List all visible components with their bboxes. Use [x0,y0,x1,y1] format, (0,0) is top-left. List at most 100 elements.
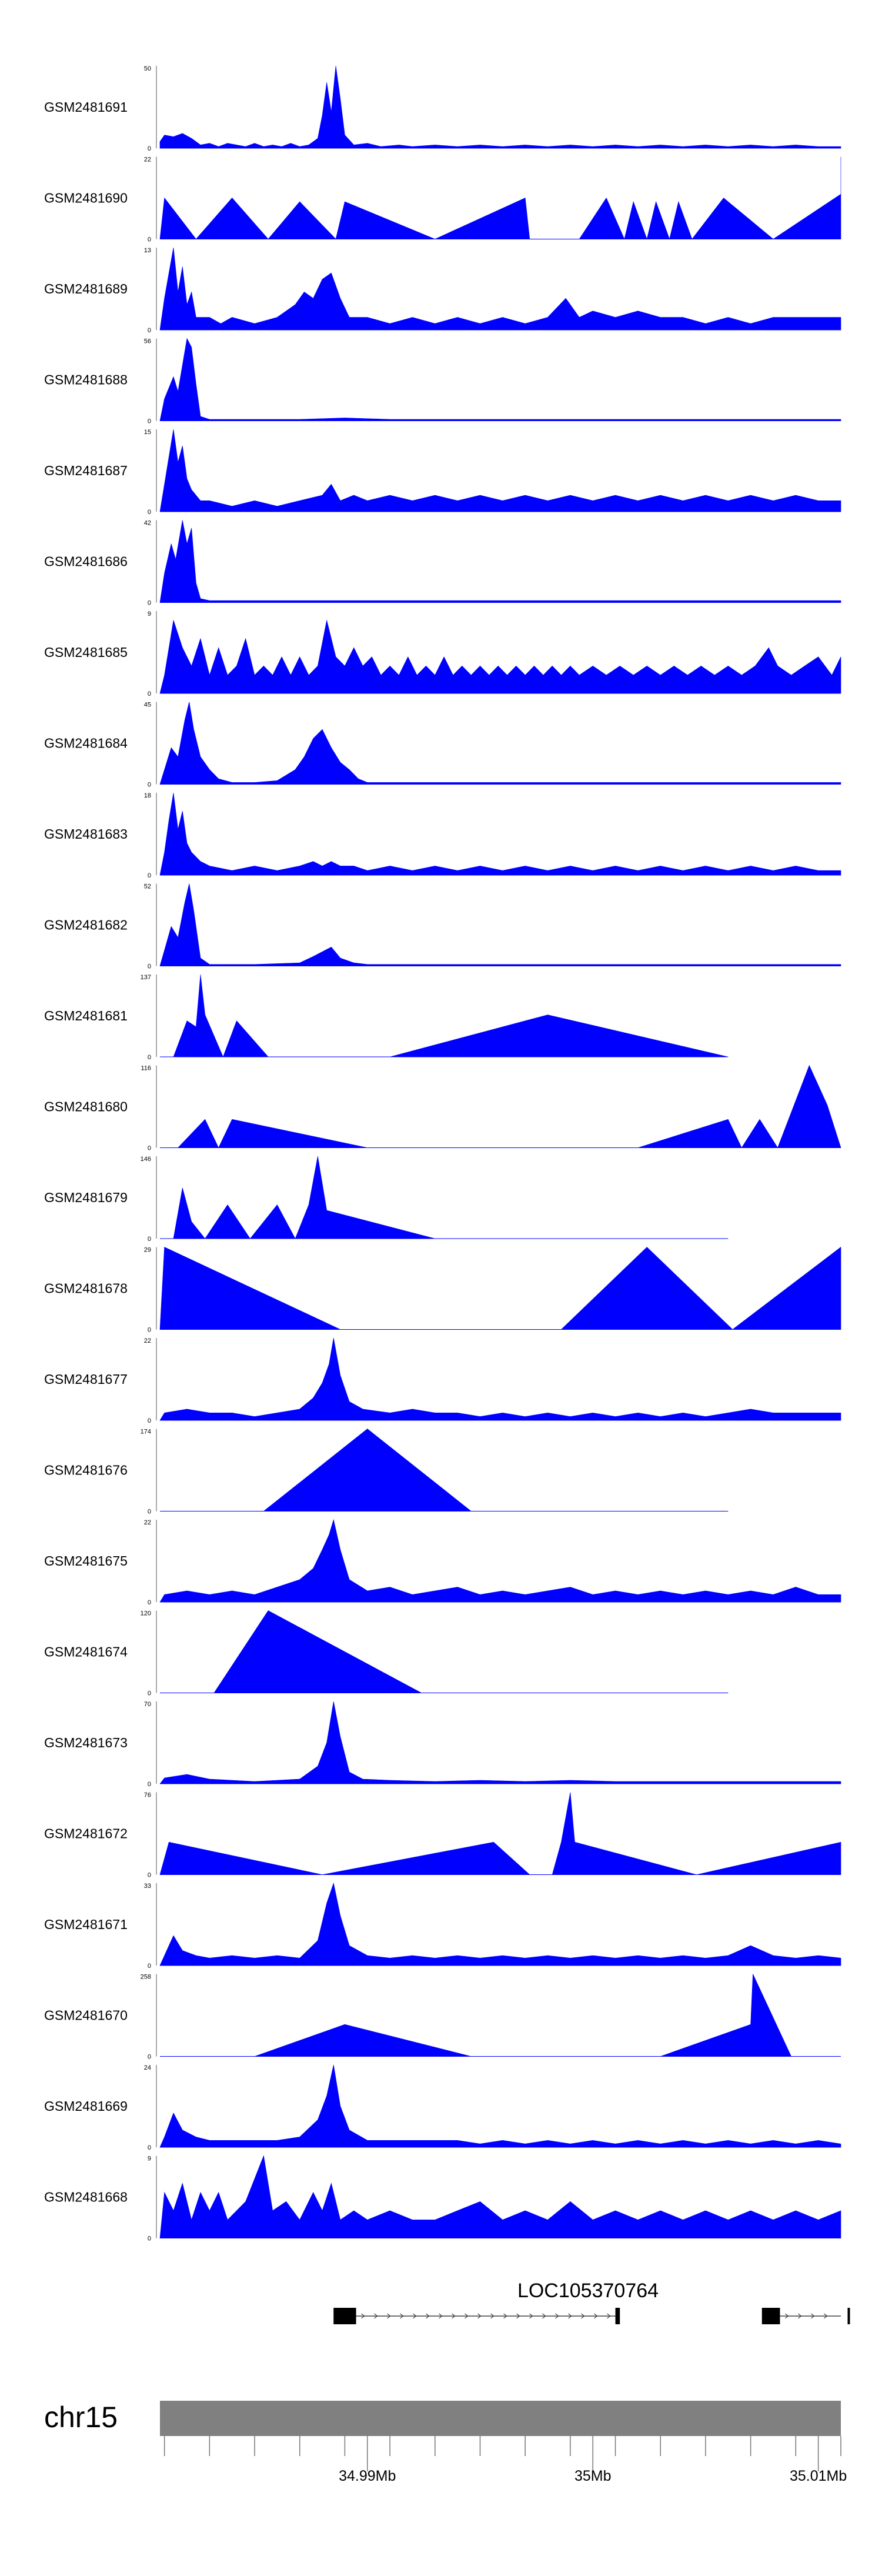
ideogram-tick-label: 35Mb [574,2468,612,2484]
gene-strand-arrow [477,2313,482,2319]
gene-strand-arrow [785,2313,789,2319]
track-signal-area [159,1882,841,1966]
track-GSM2481676: 174 0 GSM2481676 [44,1429,729,1516]
track-GSM2481673: 70 0 GSM2481673 [44,1701,841,1788]
track-signal-area [159,1337,841,1421]
track-signal-area [159,792,841,876]
track-ymax-label: 56 [144,338,151,345]
track-GSM2481680: 116 0 GSM2481680 [44,1065,841,1152]
track-signal-area [159,1792,841,1875]
track-ymin-label: 0 [148,2054,151,2061]
gene-strand-arrow [824,2313,828,2319]
track-sample-label: GSM2481670 [44,2008,128,2023]
track-GSM2481669: 24 0 GSM2481669 [44,2064,841,2151]
track-ymin-label: 0 [148,963,151,970]
track-ymin-label: 0 [148,600,151,607]
track-ymin-label: 0 [148,1781,151,1788]
track-sample-label: GSM2481680 [44,1099,128,1115]
track-ymin-label: 0 [148,2144,151,2151]
track-signal-area [159,520,841,603]
gene-strand-arrow [555,2313,559,2319]
track-ymax-label: 29 [144,1247,151,1254]
chromosome-label: chr15 [44,2401,118,2434]
track-ymin-label: 0 [148,145,151,152]
track-GSM2481683: 18 0 GSM2481683 [44,792,841,879]
track-signal-area [160,1610,729,1693]
track-ymax-label: 70 [144,1701,151,1708]
chromosome-ideogram: chr15 34.99Mb 35Mb 35.01Mb [44,2401,847,2484]
gene-strand-arrow [811,2313,815,2319]
track-ymax-label: 22 [144,1519,151,1526]
track-sample-label: GSM2481673 [44,1735,128,1750]
track-ymin-label: 0 [148,509,151,516]
track-ymin-label: 0 [148,1872,151,1879]
gene-strand-arrow [426,2313,430,2319]
track-sample-label: GSM2481672 [44,1826,128,1841]
track-GSM2481684: 45 0 GSM2481684 [44,702,841,789]
track-ymax-label: 13 [144,247,151,254]
track-signal-area [159,1519,841,1603]
gene-strand-arrow [529,2313,533,2319]
track-ymax-label: 9 [148,2155,151,2163]
track-signal-area [159,65,841,149]
track-ymax-label: 22 [144,1337,151,1344]
track-sample-label: GSM2481681 [44,1008,128,1023]
track-ymax-label: 52 [144,883,151,890]
track-sample-label: GSM2481683 [44,826,128,842]
track-GSM2481690: 22 0 GSM2481690 [44,156,841,243]
gene-strand-arrow [374,2313,378,2319]
track-ymin-label: 0 [148,1599,151,1606]
track-signal-area [159,1246,841,1330]
gene-strand-arrow [439,2313,443,2319]
track-ymin-label: 0 [148,327,151,334]
track-sample-label: GSM2481669 [44,2098,128,2114]
gene-strand-arrow [361,2313,365,2319]
track-GSM2481686: 42 0 GSM2481686 [44,520,841,607]
gene-exon [333,2308,356,2324]
track-signal-area [159,2155,841,2238]
track-sample-label: GSM2481679 [44,1190,128,1205]
track-ymax-label: 15 [144,429,151,436]
track-GSM2481671: 33 0 GSM2481671 [44,1882,841,1970]
track-GSM2481674: 120 0 GSM2481674 [44,1610,729,1697]
track-ymax-label: 258 [141,1974,151,1981]
track-signal-area [159,620,841,694]
track-ymax-label: 24 [144,2064,151,2071]
track-ymin-label: 0 [148,1509,151,1516]
gene-strand-arrow [490,2313,495,2319]
gene-strand-arrow [503,2313,507,2319]
track-sample-label: GSM2481675 [44,1553,128,1569]
track-signal-area [159,429,841,512]
track-ymin-label: 0 [148,1417,151,1424]
track-ymin-label: 0 [148,872,151,879]
gene-strand-arrow [568,2313,572,2319]
track-ymin-label: 0 [148,1054,151,1061]
track-ymax-label: 120 [141,1610,151,1617]
track-ymax-label: 42 [144,520,151,527]
track-signal-area [159,338,841,421]
track-ymin-label: 0 [148,1236,151,1243]
track-signal-area [159,247,841,331]
gene-exon [847,2308,850,2324]
track-GSM2481670: 258 0 GSM2481670 [44,1974,841,2061]
gene-strand-arrow [387,2313,391,2319]
track-GSM2481672: 76 0 GSM2481672 [44,1792,841,1879]
track-signal-area [159,702,841,785]
track-sample-label: GSM2481674 [44,1644,128,1660]
track-ymin-label: 0 [148,1145,151,1152]
track-signal-area [160,1065,841,1149]
track-GSM2481682: 52 0 GSM2481682 [44,883,841,970]
track-ymax-label: 146 [141,1156,151,1163]
track-ymin-label: 0 [148,782,151,789]
track-sample-label: GSM2481689 [44,281,128,296]
track-sample-label: GSM2481688 [44,372,128,388]
track-GSM2481687: 15 0 GSM2481687 [44,429,841,516]
track-ymax-label: 174 [141,1429,151,1436]
track-sample-label: GSM2481668 [44,2190,128,2205]
track-sample-label: GSM2481682 [44,917,128,933]
gene-strand-arrow [594,2313,598,2319]
gene-model: LOC105370764 [333,2280,850,2324]
track-sample-label: GSM2481686 [44,554,128,569]
track-signal-area [160,1974,841,2057]
